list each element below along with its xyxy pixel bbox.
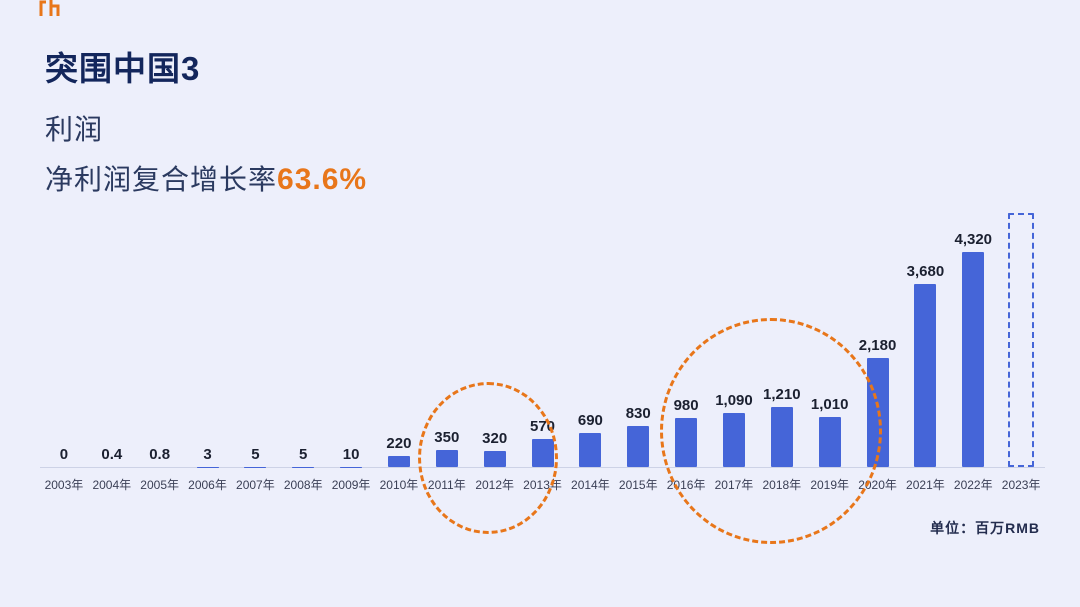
projected-bar: [1008, 212, 1035, 467]
x-axis-label: 2010年: [379, 478, 419, 492]
growth-prefix: 净利润复合增长率: [45, 164, 278, 195]
bar-value-label: 690: [577, 411, 603, 429]
x-axis-label: 2007年: [236, 478, 275, 492]
growth-value: 63.6%: [277, 163, 368, 196]
bar-value-label: 0: [59, 446, 69, 463]
bar-column: 0: [40, 203, 88, 467]
bar-value-label: 1,010: [810, 395, 849, 413]
x-axis-label: 2011年: [427, 478, 466, 492]
header: 突围中国3 利润 净利润复合增长率63.6%: [45, 42, 367, 198]
bar-value-label: 0.4: [101, 445, 123, 463]
profit-bar-chart: 0 0.4 0.8 3 5 5 10 220 350 320 570 690 830 980 1,090 1,…: [40, 203, 1045, 493]
bar-value-label: 0.8: [149, 445, 171, 463]
x-labels-row: 2003年 2004年 2005年 2006年 2007年 2008年 2009年 2010年…: [40, 467, 1045, 493]
x-axis-label: 2014年: [571, 478, 610, 492]
x-axis-label: 2003年: [44, 478, 84, 492]
bar-value-label: 980: [673, 397, 699, 415]
bar: [387, 456, 410, 467]
bar-column: 0.4: [88, 203, 136, 467]
bar: [627, 425, 650, 467]
bar-column: 220: [375, 203, 423, 467]
bar-value-label: 2,180: [858, 337, 897, 355]
bar-value-label: 5: [251, 445, 260, 463]
bar: [866, 358, 889, 467]
subtitle: 利润: [45, 114, 104, 145]
x-axis-label: 2009年: [331, 478, 371, 492]
x-axis-label: 2020年: [858, 478, 897, 492]
bar-value-label: 350: [434, 428, 460, 446]
bar-value-label: 5: [299, 445, 308, 463]
x-axis-label: 2004年: [92, 478, 132, 492]
bar-column: 1,090: [710, 203, 758, 467]
bar-value-label: 220: [386, 435, 412, 453]
bar-column: 570: [519, 203, 567, 467]
bar-value-label: 3,680: [906, 262, 945, 280]
bar-column: 690: [566, 203, 614, 467]
growth-line: 净利润复合增长率63.6%: [45, 158, 367, 198]
bar-column: 3,680: [901, 203, 949, 467]
bar: [818, 416, 841, 467]
bar-column: 10: [327, 203, 375, 467]
bar-value-label: 3: [203, 445, 212, 463]
bar-column: 5: [231, 203, 279, 467]
bar-value-label: 4,320: [954, 230, 993, 248]
bars-row: 0 0.4 0.8 3 5 5 10 220 350 320 570 690 830 980 1,090 1,…: [40, 203, 1045, 467]
bar-column: 1,210: [758, 203, 806, 467]
x-axis-label: 2022年: [953, 478, 993, 492]
bar: [962, 251, 985, 467]
bar: [722, 412, 745, 467]
bar-column: 2,180: [854, 203, 902, 467]
x-axis-label: 2013年: [523, 478, 562, 492]
bar-value-label: 320: [482, 430, 508, 448]
bar-column: 350: [423, 203, 471, 467]
bar-value-label: 10: [342, 445, 360, 463]
bar: [770, 406, 793, 467]
bar-column: 830: [614, 203, 662, 467]
corner-logo-mark: [38, 0, 60, 16]
bar: [531, 438, 554, 467]
bar: [483, 451, 506, 467]
unit-label: 单位：百万RMB: [930, 520, 1040, 536]
bar-column: 5: [279, 203, 327, 467]
page-title: 突围中国3: [45, 50, 201, 87]
x-axis-label: 2006年: [188, 478, 227, 492]
bar-column: 0.8: [136, 203, 184, 467]
bar: [914, 283, 937, 467]
x-axis-label: 2005年: [140, 478, 179, 492]
bar-value-label: 570: [530, 417, 556, 435]
x-axis-label: 2012年: [475, 478, 515, 492]
bar-column: 3: [184, 203, 232, 467]
bar-column: [997, 203, 1045, 467]
x-axis-label: 2015年: [618, 478, 658, 492]
bar-value-label: 1,210: [763, 385, 801, 403]
bar: [435, 449, 458, 467]
x-axis-label: 2018年: [762, 478, 802, 492]
bar-column: 320: [471, 203, 519, 467]
x-axis-label: 2016年: [666, 478, 706, 492]
bar-value-label: 830: [625, 404, 651, 422]
x-axis-label: 2023年: [1001, 478, 1041, 492]
bar-column: 1,010: [806, 203, 854, 467]
bar-column: 4,320: [949, 203, 997, 467]
bar: [579, 432, 602, 467]
x-axis-label: 2019年: [810, 478, 850, 492]
x-axis-label: 2017年: [714, 478, 754, 492]
x-axis-label: 2021年: [906, 478, 945, 492]
x-axis-label: 2008年: [283, 478, 323, 492]
bar-column: 980: [662, 203, 710, 467]
bar: [675, 418, 698, 467]
bar-value-label: 1,090: [715, 391, 753, 409]
